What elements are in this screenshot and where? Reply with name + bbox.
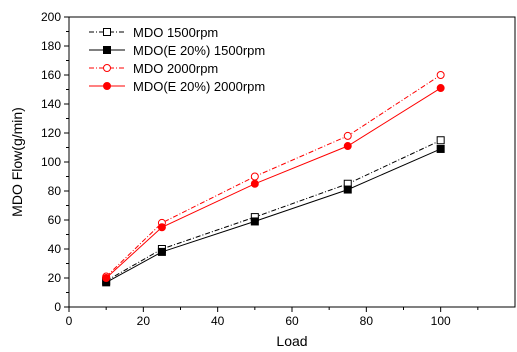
x-tick-label: 80: [360, 314, 374, 328]
x-tick-label: 40: [211, 314, 225, 328]
y-tick-label: 180: [41, 39, 61, 53]
y-axis-title: MDO Flow(g/min): [9, 107, 25, 217]
y-tick-label: 140: [41, 97, 61, 111]
data-point-marker: [436, 144, 445, 153]
axes: 0 20 40 60 80 100 0 20 40 60 80 100 120 140 160 180 200: [41, 10, 516, 328]
data-point-marker: [103, 28, 111, 36]
data-point-marker: [343, 131, 352, 140]
series-line: [105, 87, 441, 279]
data-point-marker: [250, 217, 259, 226]
series-line: [105, 139, 441, 282]
data-point-marker: [103, 82, 111, 90]
legend-label: MDO(E 20%) 1500rpm: [133, 43, 265, 58]
data-point-marker: [103, 46, 111, 54]
series-1: [102, 136, 445, 285]
data-point-marker: [343, 142, 352, 151]
y-tick-label: 160: [41, 68, 61, 82]
series-line: [105, 148, 441, 283]
data-point-marker: [436, 136, 445, 145]
data-point-marker: [250, 179, 259, 188]
y-tick-label: 40: [48, 242, 62, 256]
legend-label: MDO 1500rpm: [133, 25, 218, 40]
y-tick-label: 120: [41, 126, 61, 140]
legend-entry: MDO 1500rpm: [89, 25, 218, 40]
data-point-marker: [250, 172, 259, 181]
x-tick-label: 100: [431, 314, 451, 328]
data-point-marker: [343, 185, 352, 194]
data-point-marker: [436, 84, 445, 93]
y-tick-label: 100: [41, 155, 61, 169]
y-tick-label: 20: [48, 271, 62, 285]
legend-entry: MDO(E 20%) 2000rpm: [89, 79, 265, 94]
x-axis-title: Load: [276, 333, 307, 349]
data-point-marker: [157, 223, 166, 232]
data-point-marker: [103, 64, 111, 72]
series-4: [102, 84, 445, 282]
x-tick-label: 60: [285, 314, 299, 328]
legend-label: MDO 2000rpm: [133, 61, 218, 76]
series-group: [102, 71, 445, 287]
legend-entry: MDO 2000rpm: [89, 61, 218, 76]
y-tick-label: 200: [41, 10, 61, 24]
data-point-marker: [102, 274, 111, 282]
series-2: [102, 144, 445, 287]
legend-label: MDO(E 20%) 2000rpm: [133, 79, 265, 94]
y-tick-label: 80: [48, 184, 62, 198]
x-tick-label: 20: [137, 314, 151, 328]
legend: MDO 1500rpm MDO(E 20%) 1500rpm MDO 2000rpm…: [89, 25, 265, 94]
data-point-marker: [436, 71, 445, 79]
legend-entry: MDO(E 20%) 1500rpm: [89, 43, 265, 58]
y-tick-label: 60: [48, 213, 62, 227]
data-point-marker: [157, 247, 166, 256]
y-tick-label: 0: [54, 300, 61, 314]
x-tick-label: 0: [66, 314, 73, 328]
